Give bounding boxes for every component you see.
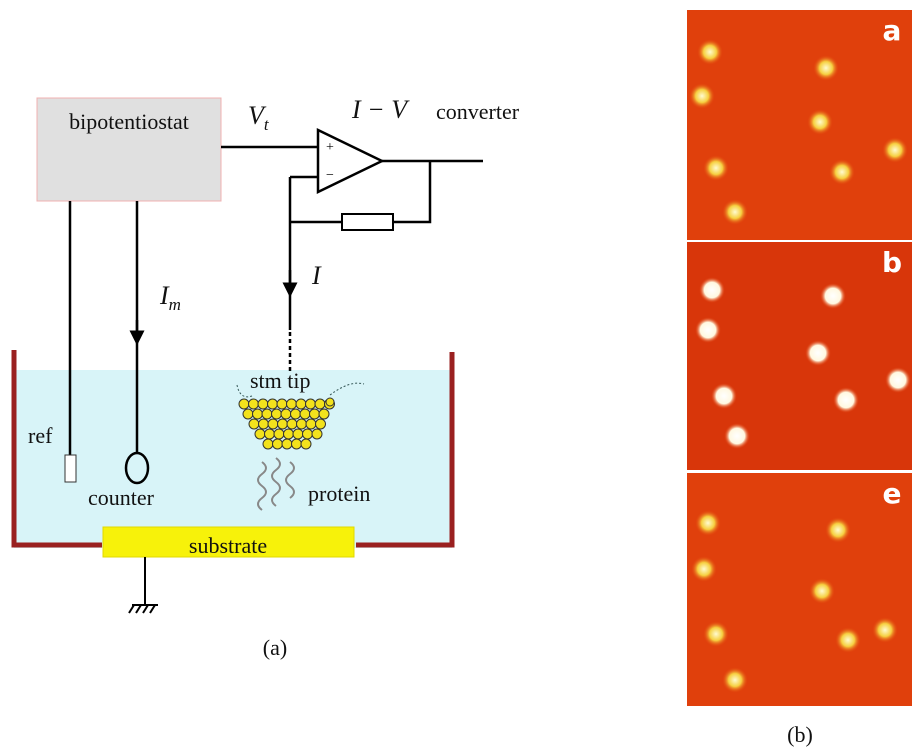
atom xyxy=(262,409,272,419)
atom xyxy=(282,439,292,449)
molecule xyxy=(697,39,723,65)
molecule xyxy=(825,517,851,543)
atom xyxy=(319,409,329,419)
molecule xyxy=(833,387,859,413)
tip-label: stm tip xyxy=(250,368,311,393)
molecule xyxy=(829,159,855,185)
atom xyxy=(272,409,282,419)
molecule xyxy=(711,383,737,409)
atom xyxy=(278,419,288,429)
atom xyxy=(259,419,269,429)
atom xyxy=(243,409,253,419)
molecule xyxy=(882,137,908,163)
molecule xyxy=(703,155,729,181)
electrolyte xyxy=(14,370,452,548)
atom xyxy=(301,439,311,449)
atom xyxy=(296,399,306,409)
figure: bipotentiostat + − Vt I − V converter I … xyxy=(0,0,912,749)
molecule xyxy=(722,667,748,693)
atom xyxy=(258,399,268,409)
protein-label: protein xyxy=(308,481,370,506)
atom xyxy=(249,419,259,429)
image-letter: a xyxy=(883,14,902,47)
ref-label: ref xyxy=(28,423,53,448)
molecule xyxy=(695,510,721,536)
atom xyxy=(316,419,326,429)
atom xyxy=(284,429,294,439)
caption-b: (b) xyxy=(787,722,813,747)
atom xyxy=(273,439,283,449)
molecule xyxy=(722,199,748,225)
atom xyxy=(292,439,302,449)
atom xyxy=(268,419,278,429)
ref-electrode xyxy=(65,455,76,482)
resistor xyxy=(342,214,393,230)
counter-current-label: Im xyxy=(159,281,181,314)
voltage-label: Vt xyxy=(248,101,270,134)
molecule xyxy=(809,578,835,604)
atom xyxy=(274,429,284,439)
molecule xyxy=(885,367,911,393)
atom xyxy=(291,409,301,419)
molecule xyxy=(695,317,721,343)
atom xyxy=(249,399,259,409)
atom xyxy=(306,419,316,429)
minus-sign: − xyxy=(326,168,334,183)
atom xyxy=(268,399,278,409)
molecule xyxy=(820,283,846,309)
atom xyxy=(303,429,313,439)
molecule xyxy=(807,109,833,135)
atom xyxy=(306,399,316,409)
atom xyxy=(300,409,310,419)
atom xyxy=(253,409,263,419)
image-letter: e xyxy=(883,477,902,510)
atom xyxy=(265,429,275,439)
atom xyxy=(293,429,303,439)
atom xyxy=(281,409,291,419)
molecule xyxy=(805,340,831,366)
molecule xyxy=(699,277,725,303)
voltage-sub: t xyxy=(264,115,270,134)
molecule xyxy=(691,556,717,582)
stm-images: a b e xyxy=(687,10,912,706)
stm-image xyxy=(687,10,912,240)
counter-current-sub: m xyxy=(169,295,181,314)
molecule xyxy=(835,627,861,653)
box-label: bipotentiostat xyxy=(69,109,189,134)
atom xyxy=(239,399,249,409)
molecule xyxy=(872,617,898,643)
current-label: I xyxy=(311,261,322,290)
molecule xyxy=(724,423,750,449)
atom xyxy=(326,398,334,406)
counter-label: counter xyxy=(88,485,155,510)
caption-a: (a) xyxy=(263,635,287,660)
stm-image xyxy=(687,473,912,706)
atom xyxy=(310,409,320,419)
substrate-label: substrate xyxy=(189,533,267,558)
atom xyxy=(315,399,325,409)
atom xyxy=(287,419,297,429)
image-letter: b xyxy=(882,246,902,279)
atom xyxy=(263,439,273,449)
stm-image xyxy=(687,242,912,470)
plus-sign: + xyxy=(326,140,334,155)
converter-text: converter xyxy=(436,99,520,124)
atom xyxy=(277,399,287,409)
atom xyxy=(287,399,297,409)
atom xyxy=(297,419,307,429)
atom xyxy=(255,429,265,439)
molecule xyxy=(813,55,839,81)
converter-math: I − V xyxy=(351,95,410,124)
ground xyxy=(129,557,158,613)
molecule xyxy=(689,83,715,109)
atom xyxy=(312,429,322,439)
molecule xyxy=(703,621,729,647)
